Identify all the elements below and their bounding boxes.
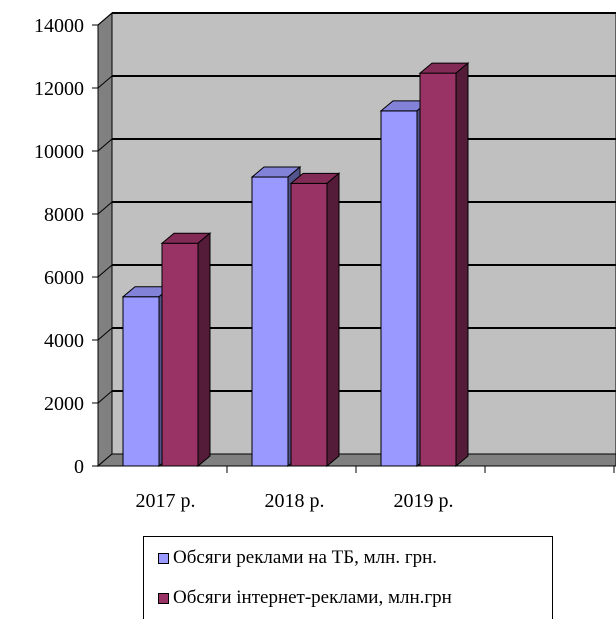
bar-front	[161, 242, 199, 467]
x-tick-label: 2019 р.	[394, 490, 454, 512]
legend-label-internet: Обсяги інтернет-реклами, млн.грн	[173, 587, 452, 608]
legend-item-internet: Обсяги інтернет-реклами, млн.грн	[158, 587, 452, 609]
gridline-side	[97, 138, 113, 152]
gridline-side	[97, 12, 113, 26]
y-tick-label: 0	[74, 456, 84, 478]
bar	[289, 172, 341, 468]
bar-side	[197, 232, 211, 468]
y-tick-label: 2000	[44, 393, 84, 415]
x-tick-label: 2018 р.	[265, 490, 325, 512]
gridline-side	[97, 75, 113, 89]
legend-item-tv: Обсяги реклами на ТБ, млн. грн.	[158, 547, 437, 569]
bar-front	[251, 176, 289, 467]
legend-swatch-internet	[158, 592, 169, 604]
side-wall	[97, 11, 113, 468]
legend-label-tv: Обсяги реклами на ТБ, млн. грн.	[173, 547, 438, 568]
y-tick-label: 4000	[44, 330, 84, 352]
bar	[418, 62, 470, 468]
gridline-side	[97, 201, 113, 215]
bar-side	[326, 172, 340, 468]
legend: Обсяги реклами на ТБ, млн. грн. Обсяги і…	[143, 536, 553, 619]
x-tick-label: 2017 р.	[136, 490, 196, 512]
y-tick-label: 6000	[44, 267, 84, 289]
bar-front	[290, 182, 328, 467]
bar	[160, 232, 212, 468]
gridline-side	[97, 327, 113, 341]
legend-swatch-tv	[158, 552, 169, 564]
bar-front	[380, 110, 418, 467]
y-tick-label: 12000	[34, 78, 84, 100]
bar-front	[419, 72, 457, 467]
bar-side	[455, 62, 469, 468]
gridline-side	[97, 264, 113, 278]
y-tick-label: 10000	[34, 141, 84, 163]
y-tick-label: 14000	[34, 15, 84, 37]
y-tick-label: 8000	[44, 204, 84, 226]
bar-front	[122, 296, 160, 467]
gridline-side	[97, 390, 113, 404]
